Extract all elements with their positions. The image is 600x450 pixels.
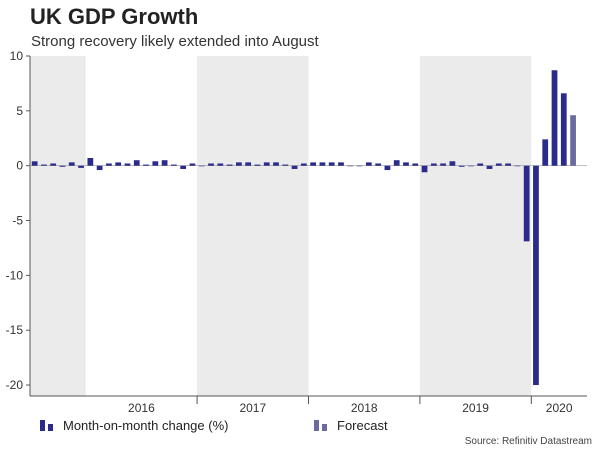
y-tick-label-10: 10 [10,49,24,63]
bar-actual-26 [273,162,279,166]
bar-actual-25 [263,162,270,166]
legend-label-actual: Month-on-month change (%) [63,418,229,433]
bar-actual-19 [208,163,214,166]
bar-actual-31 [319,162,326,166]
bar-actual-8 [106,163,112,166]
bar-forecast-0 [570,115,576,166]
year-band-2015 [30,56,86,396]
bar-actual-13 [152,161,159,166]
x-tick-label-2016: 2016 [128,401,155,415]
bar-actual-52 [514,165,521,167]
y-tick-label--5: -5 [12,214,23,228]
y-tick-label-5: 5 [16,104,23,118]
bar-actual-32 [328,162,335,166]
bar-actual-14 [161,160,168,166]
year-band-2019 [419,56,532,396]
bar-actual-17 [189,163,196,166]
bar-actual-7 [96,165,103,171]
bar-actual-54 [533,165,539,386]
bar-actual-3 [59,165,66,167]
bar-actual-15 [171,164,177,166]
y-tick-label--10: -10 [6,268,24,282]
x-tick-label-2020: 2020 [546,401,573,415]
bar-actual-48 [477,163,484,166]
bar-actual-2 [50,163,57,166]
bar-actual-46 [458,165,465,167]
x-tick-label-2017: 2017 [239,401,266,415]
legend-item-actual: Month-on-month change (%) [40,418,228,433]
bar-actual-9 [115,162,122,166]
bar-actual-43 [430,163,437,166]
bar-actual-33 [338,162,344,166]
bar-actual-28 [291,165,298,169]
bar-actual-24 [254,164,261,166]
bar-actual-55 [542,139,549,166]
bar-actual-20 [217,163,224,166]
bar-actual-21 [226,164,233,166]
bar-actual-10 [124,163,131,166]
bar-actual-38 [384,165,391,171]
bar-actual-36 [365,162,372,166]
legend-item-forecast: Forecast [314,418,388,433]
bar-actual-29 [300,163,307,166]
chart-title: UK GDP Growth [30,4,199,29]
bar-actual-18 [198,165,205,167]
bar-actual-1 [41,164,47,166]
bar-actual-40 [403,162,409,166]
bar-actual-45 [449,161,456,166]
y-tick-label-0: 0 [16,159,23,173]
bar-actual-0 [31,161,38,166]
bar-actual-12 [143,164,149,166]
bar-actual-30 [310,162,317,166]
bar-actual-4 [68,162,75,166]
y-tick-label--20: -20 [6,378,24,392]
legend-label-forecast: Forecast [337,418,388,433]
legend-swatch-forecast [314,420,319,431]
bar-actual-11 [133,160,140,166]
bar-actual-57 [560,93,567,166]
bar-actual-53 [523,165,530,242]
year-band-2017 [197,56,309,396]
bar-actual-6 [87,158,94,166]
y-tick-label--15: -15 [6,323,24,337]
bar-actual-47 [468,165,474,167]
bar-actual-16 [180,165,187,169]
bar-actual-23 [245,162,252,166]
bar-actual-49 [486,165,493,169]
chart-subtitle: Strong recovery likely extended into Aug… [31,33,319,50]
bar-actual-39 [393,160,400,166]
legend-swatch-actual [40,420,45,431]
bar-actual-41 [412,163,419,166]
bar-actual-27 [282,164,289,166]
bar-actual-22 [235,162,242,166]
bar-actual-56 [551,70,558,166]
bar-actual-34 [347,165,354,167]
legend-swatch-actual-small [48,424,53,431]
x-tick-label-2019: 2019 [462,401,489,415]
bar-actual-50 [495,163,502,166]
x-tick-label-2018: 2018 [351,401,378,415]
bar-actual-37 [375,163,382,166]
bar-actual-51 [505,163,511,166]
bar-actual-35 [356,165,363,167]
bar-actual-44 [440,163,446,166]
bar-actual-5 [78,165,84,168]
bar-actual-42 [421,165,428,173]
legend-swatch-forecast-small [322,424,327,431]
source-note: Source: Refinitiv Datastream [464,436,592,447]
